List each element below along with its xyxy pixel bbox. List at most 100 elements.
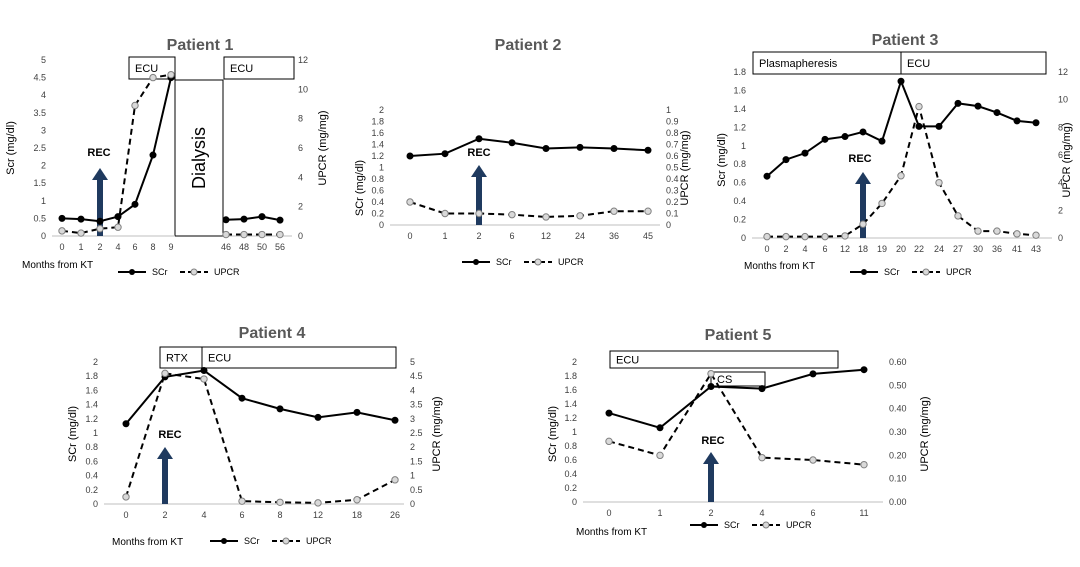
series-point-upcr bbox=[878, 199, 886, 208]
series-point-scr bbox=[860, 366, 868, 374]
series-point-upcr bbox=[149, 73, 157, 82]
series-point-upcr bbox=[1013, 230, 1021, 238]
x-tick-label: 26 bbox=[390, 510, 400, 520]
series-line-scr bbox=[766, 78, 1037, 177]
x-tick-label: 18 bbox=[858, 244, 868, 254]
chart-panel-5: Patient 5 ECU CS 0 0.2 0.4 0.6 0.8 1 1.2 1.4 1.6 1.8… bbox=[547, 327, 931, 538]
series-point-scr bbox=[391, 416, 399, 424]
chart-panel-2: Patient 200.20.40.60.811.21.41.61.8200.1… bbox=[354, 37, 691, 267]
y-right-tick-label: 0.8 bbox=[666, 128, 679, 138]
series-point-upcr bbox=[238, 497, 246, 505]
series-point-upcr bbox=[763, 232, 771, 241]
y-left-tick-label: 0 bbox=[741, 233, 746, 243]
series-point-upcr bbox=[441, 209, 449, 218]
x-tick-label: 1 bbox=[78, 242, 83, 252]
legend-marker-upcr bbox=[190, 268, 198, 276]
series-point-scr bbox=[1032, 119, 1040, 127]
y-left-tick-label: 1.2 bbox=[733, 122, 746, 132]
series-point-scr bbox=[542, 145, 550, 153]
series-line-scr bbox=[125, 369, 396, 425]
y-left-tick-label: 0.6 bbox=[564, 455, 577, 465]
y-left-tick-label: 1.5 bbox=[33, 178, 46, 188]
legend-marker-scr bbox=[701, 522, 707, 528]
y-left-tick-label: 0.2 bbox=[564, 483, 577, 493]
y-left-tick-label: 2 bbox=[379, 105, 384, 115]
y-right-tick-label: 5 bbox=[410, 357, 415, 367]
legend-marker-upcr bbox=[282, 537, 290, 545]
y-right-tick-label: 12 bbox=[1058, 67, 1068, 77]
x-tick-label: 24 bbox=[934, 244, 944, 254]
legend-label-upcr: UPCR bbox=[306, 536, 332, 546]
series-point-scr bbox=[131, 200, 139, 208]
legend-label-upcr: UPCR bbox=[558, 257, 584, 267]
series-point-upcr bbox=[542, 213, 550, 221]
y-right-tick-label: 6 bbox=[298, 143, 303, 153]
y-right-tick-label: 0 bbox=[410, 499, 415, 509]
y-right-tick-label: 1.5 bbox=[410, 456, 423, 466]
x-tick-label: 12 bbox=[541, 231, 551, 241]
y-left-tick-label: 0 bbox=[41, 231, 46, 241]
y-right-axis-title: UPCR (mg/mg) bbox=[919, 396, 931, 471]
y-right-axis-title: UPCR (mg/mg) bbox=[317, 110, 329, 185]
legend-marker-scr bbox=[129, 269, 135, 275]
annotation-label: ECU bbox=[616, 355, 639, 367]
y-left-tick-label: 1.6 bbox=[733, 85, 746, 95]
rec-arrow-shaft bbox=[476, 175, 482, 225]
chart-title: Patient 4 bbox=[239, 325, 306, 342]
series-point-scr bbox=[200, 367, 208, 375]
x-tick-label: 2 bbox=[783, 244, 788, 254]
y-left-tick-label: 1 bbox=[572, 427, 577, 437]
series-line-scr bbox=[61, 77, 172, 223]
series-point-scr bbox=[77, 215, 85, 223]
annotation-label: Plasmapheresis bbox=[759, 58, 838, 70]
rec-arrow-head bbox=[703, 452, 719, 464]
y-right-tick-label: 4 bbox=[410, 385, 415, 395]
y-right-tick-label: 0 bbox=[298, 231, 303, 241]
y-left-tick-label: 1.6 bbox=[564, 385, 577, 395]
series-point-scr bbox=[441, 150, 449, 158]
series-point-scr bbox=[821, 135, 829, 143]
series-point-scr bbox=[859, 128, 867, 136]
x-tick-label: 45 bbox=[643, 231, 653, 241]
y-left-tick-label: 3.5 bbox=[33, 108, 46, 118]
y-right-tick-label: 8 bbox=[298, 114, 303, 124]
y-left-tick-label: 0.4 bbox=[371, 197, 384, 207]
x-tick-label: 27 bbox=[953, 244, 963, 254]
y-right-tick-label: 1 bbox=[410, 471, 415, 481]
y-left-tick-label: 1.8 bbox=[733, 67, 746, 77]
x-tick-label: 8 bbox=[150, 242, 155, 252]
y-right-tick-label: 0 bbox=[666, 220, 671, 230]
y-left-tick-label: 0.8 bbox=[733, 159, 746, 169]
series-point-upcr bbox=[576, 212, 584, 220]
x-tick-label: 6 bbox=[132, 242, 137, 252]
series-point-upcr bbox=[782, 232, 790, 241]
series-point-upcr bbox=[801, 232, 809, 241]
chart-title: Patient 2 bbox=[495, 37, 562, 54]
legend-marker-upcr bbox=[922, 268, 930, 276]
series-point-scr bbox=[954, 99, 962, 107]
y-right-tick-label: 0.30 bbox=[889, 427, 907, 437]
series-point-scr bbox=[758, 385, 766, 393]
x-tick-label: 6 bbox=[239, 510, 244, 520]
x-tick-label: 12 bbox=[313, 510, 323, 520]
y-left-tick-label: 0.6 bbox=[371, 186, 384, 196]
annotation-label: CS bbox=[717, 374, 732, 386]
series-point-scr bbox=[276, 405, 284, 413]
y-left-tick-label: 0.5 bbox=[33, 213, 46, 223]
legend-label-scr: SCr bbox=[724, 520, 740, 530]
series-point-upcr bbox=[58, 227, 66, 235]
y-left-tick-label: 0.2 bbox=[371, 209, 384, 219]
series-point-upcr bbox=[222, 230, 230, 239]
y-left-tick-label: 1.4 bbox=[85, 400, 98, 410]
y-left-tick-label: 4 bbox=[41, 90, 46, 100]
x-tick-label: 6 bbox=[822, 244, 827, 254]
series-point-scr bbox=[644, 146, 652, 154]
y-right-tick-label: 0.50 bbox=[889, 380, 907, 390]
series-point-upcr bbox=[809, 456, 817, 464]
y-left-tick-label: 1 bbox=[741, 141, 746, 151]
x-tick-label: 6 bbox=[509, 231, 514, 241]
dialysis-label: Dialysis bbox=[189, 127, 209, 189]
y-right-tick-label: 3.5 bbox=[410, 400, 423, 410]
y-left-tick-label: 0.6 bbox=[733, 178, 746, 188]
